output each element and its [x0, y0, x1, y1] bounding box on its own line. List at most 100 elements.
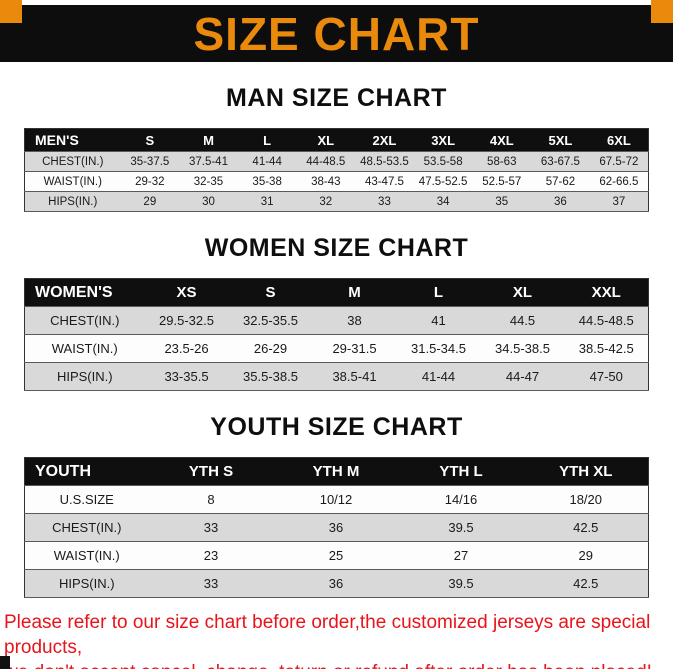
size-value-cell: 33 [355, 191, 414, 212]
size-value-cell: 53.5-58 [413, 151, 473, 172]
size-column-header: M [179, 128, 238, 152]
row-label: WAIST(IN.) [24, 334, 145, 363]
size-value-cell: 41-44 [237, 151, 297, 172]
size-value-cell: 35 [472, 191, 532, 212]
sections-container: MAN SIZE CHART MEN'S S M L XL 2XL 3XL 4XL 5XL 6XL C… [0, 84, 673, 598]
youth-size-table: YOUTH YTH S YTH M YTH L YTH XL U.S.SIZE 8 10/12… [24, 457, 649, 598]
size-value-cell: 8 [148, 485, 274, 514]
size-value-cell: 52.5-57 [472, 171, 532, 192]
size-value-cell: 23 [148, 541, 274, 570]
size-column-header: XS [144, 278, 229, 307]
size-column-header: YTH L [398, 457, 524, 486]
header-row: WOMEN'S XS S M L XL XXL [24, 278, 649, 307]
size-value-cell: 38-43 [296, 171, 356, 192]
size-value-cell: 39.5 [398, 569, 524, 598]
size-value-cell: 44.5-48.5 [564, 306, 649, 335]
measurement-row: HIPS(IN.) 33-35.5 35.5-38.5 38.5-41 41-44 44-… [24, 362, 649, 391]
row-label: HIPS(IN.) [24, 569, 149, 598]
size-value-cell: 31 [237, 191, 297, 212]
size-value-cell: 36 [273, 513, 399, 542]
size-value-cell: 34.5-38.5 [480, 334, 565, 363]
footer-line-2: we don't accept cancel, change, teturn o… [4, 662, 652, 669]
youth-chart-heading: YOUTH SIZE CHART [210, 413, 463, 441]
size-value-cell: 18/20 [523, 485, 649, 514]
size-value-cell: 33 [148, 569, 274, 598]
header-row: YOUTH YTH S YTH M YTH L YTH XL [24, 457, 649, 486]
footer-line-1: Please refer to our size chart before or… [4, 612, 651, 659]
size-value-cell: 29 [523, 541, 649, 570]
measurement-row: WAIST(IN.) 29-32 32-35 35-38 38-43 43-47.5 47.… [24, 171, 649, 192]
size-value-cell: 58-63 [472, 151, 532, 172]
size-value-cell: 27 [398, 541, 524, 570]
size-value-cell: 38.5-42.5 [564, 334, 649, 363]
measurement-row: WAIST(IN.) 23 25 27 29 [24, 541, 649, 570]
size-column-header: YTH S [148, 457, 274, 486]
size-value-cell: 23.5-26 [144, 334, 229, 363]
measurement-row: CHEST(IN.) 29.5-32.5 32.5-35.5 38 41 44.5 44.5… [24, 306, 649, 335]
size-value-cell: 67.5-72 [589, 151, 649, 172]
row-label: CHEST(IN.) [24, 306, 145, 335]
size-value-cell: 29 [120, 191, 180, 212]
mens-chart-heading: MAN SIZE CHART [226, 84, 447, 112]
size-value-cell: 44-48.5 [296, 151, 356, 172]
corner-accent-left [0, 0, 22, 23]
size-column-header: XL [480, 278, 565, 307]
size-column-header: L [396, 278, 481, 307]
table-title-cell: MEN'S [24, 128, 121, 152]
size-value-cell: 32.5-35.5 [228, 306, 313, 335]
page-title: SIZE CHART [193, 7, 480, 60]
size-column-header: YTH M [273, 457, 399, 486]
size-column-header: S [120, 128, 180, 152]
row-label: HIPS(IN.) [24, 362, 145, 391]
measurement-row: HIPS(IN.) 33 36 39.5 42.5 [24, 569, 649, 598]
size-value-cell: 38 [312, 306, 397, 335]
footer-note: Please refer to our size chart before or… [4, 610, 671, 669]
size-value-cell: 41-44 [396, 362, 481, 391]
size-value-cell: 29.5-32.5 [144, 306, 229, 335]
size-column-header: XL [296, 128, 356, 152]
womens-size-table: WOMEN'S XS S M L XL XXL CHEST(IN.) 29.5-32.5 32.5… [24, 278, 649, 391]
size-value-cell: 36 [273, 569, 399, 598]
size-value-cell: 57-62 [531, 171, 590, 192]
row-label: CHEST(IN.) [24, 151, 121, 172]
size-value-cell: 44.5 [480, 306, 565, 335]
size-value-cell: 38.5-41 [312, 362, 397, 391]
size-value-cell: 62-66.5 [589, 171, 649, 192]
size-value-cell: 63-67.5 [531, 151, 590, 172]
measurement-row: HIPS(IN.) 29 30 31 32 33 34 35 36 37 [24, 191, 649, 212]
size-value-cell: 43-47.5 [355, 171, 414, 192]
size-value-cell: 30 [179, 191, 238, 212]
measurement-row: CHEST(IN.) 35-37.5 37.5-41 41-44 44-48.5 48.5… [24, 151, 649, 172]
size-column-header: 6XL [589, 128, 649, 152]
title-banner: SIZE CHART [0, 5, 673, 62]
header-row: MEN'S S M L XL 2XL 3XL 4XL 5XL 6XL [24, 128, 649, 152]
row-label: WAIST(IN.) [24, 171, 121, 192]
mens-size-table: MEN'S S M L XL 2XL 3XL 4XL 5XL 6XL CHEST(IN.) 35-37… [24, 128, 649, 212]
size-value-cell: 41 [396, 306, 481, 335]
measurement-row: WAIST(IN.) 23.5-26 26-29 29-31.5 31.5-34.5 34… [24, 334, 649, 363]
row-label: U.S.SIZE [24, 485, 149, 514]
size-value-cell: 35-37.5 [120, 151, 180, 172]
size-value-cell: 25 [273, 541, 399, 570]
size-column-header: 3XL [413, 128, 473, 152]
size-value-cell: 42.5 [523, 513, 649, 542]
size-value-cell: 14/16 [398, 485, 524, 514]
size-column-header: 4XL [472, 128, 532, 152]
size-value-cell: 26-29 [228, 334, 313, 363]
size-value-cell: 44-47 [480, 362, 565, 391]
size-value-cell: 10/12 [273, 485, 399, 514]
size-column-header: L [237, 128, 297, 152]
row-label: HIPS(IN.) [24, 191, 121, 212]
row-label: CHEST(IN.) [24, 513, 149, 542]
row-label: WAIST(IN.) [24, 541, 149, 570]
size-value-cell: 48.5-53.5 [355, 151, 414, 172]
size-value-cell: 34 [413, 191, 473, 212]
size-value-cell: 36 [531, 191, 590, 212]
measurement-row: U.S.SIZE 8 10/12 14/16 18/20 [24, 485, 649, 514]
size-value-cell: 32 [296, 191, 356, 212]
table-title-cell: WOMEN'S [24, 278, 145, 307]
size-column-header: XXL [564, 278, 649, 307]
size-column-header: YTH XL [523, 457, 649, 486]
size-column-header: S [228, 278, 313, 307]
